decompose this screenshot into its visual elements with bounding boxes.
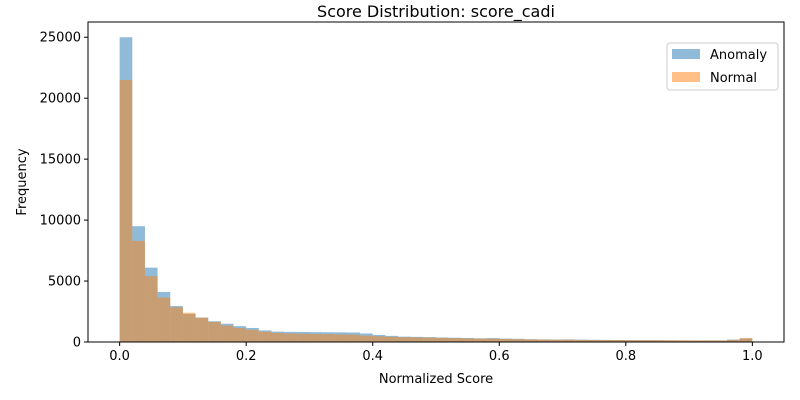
plot-frame: [87, 21, 785, 343]
bar-normal-42: [651, 340, 664, 342]
bar-normal-46: [701, 340, 715, 342]
bar-normal-45: [689, 340, 702, 342]
y-tick-label: 5000: [48, 275, 81, 290]
bar-normal-24: [423, 337, 436, 342]
bar-normal-36: [575, 339, 588, 342]
y-tick-label: 15000: [40, 153, 81, 168]
bar-normal-8: [220, 325, 234, 342]
bar-normal-22: [398, 337, 411, 342]
legend-swatch-anomaly: [672, 49, 700, 59]
x-axis-label: Normalized Score: [379, 372, 493, 387]
histogram-bars: [119, 37, 753, 343]
x-tick-label: 1.0: [742, 349, 763, 364]
bar-normal-13: [284, 333, 297, 342]
legend: Anomaly Normal: [666, 42, 779, 91]
bar-normal-10: [246, 329, 259, 342]
bar-normal-18: [347, 334, 361, 342]
x-tick-label: 0.0: [109, 349, 130, 364]
y-tick-label: 0: [73, 336, 81, 351]
legend-swatch-normal: [672, 72, 700, 82]
bar-normal-9: [233, 327, 247, 342]
bar-normal-41: [638, 340, 652, 342]
bar-normal-21: [385, 336, 399, 342]
x-tick-label: 0.2: [236, 349, 257, 364]
bar-normal-27: [461, 338, 474, 342]
bar-normal-38: [600, 340, 614, 342]
y-tick-label: 10000: [40, 214, 81, 229]
bar-normal-26: [448, 338, 462, 342]
bar-normal-23: [410, 337, 424, 342]
bar-normal-17: [334, 334, 348, 342]
bar-normal-5: [182, 312, 196, 342]
bar-normal-30: [499, 338, 512, 342]
bar-normal-20: [372, 336, 386, 342]
bar-normal-34: [549, 339, 563, 342]
bar-normal-25: [436, 337, 449, 342]
bar-normal-47: [714, 340, 728, 342]
bar-normal-11: [258, 331, 272, 342]
legend-label-normal: Normal: [710, 71, 757, 86]
bar-normal-4: [170, 307, 183, 342]
bar-normal-37: [587, 339, 601, 342]
bar-normal-49: [739, 338, 753, 342]
legend-label-anomaly: Anomaly: [710, 48, 767, 63]
bar-normal-2: [144, 276, 158, 342]
bar-normal-16: [322, 334, 335, 342]
bar-normal-0: [119, 79, 133, 343]
bar-normal-48: [727, 339, 740, 342]
bar-normal-32: [524, 339, 538, 342]
bar-normal-3: [157, 297, 171, 342]
y-axis-label: Frequency: [15, 148, 30, 215]
bar-normal-12: [271, 332, 285, 342]
y-axis: 0 5000 10000 15000 20000 25000: [40, 31, 88, 351]
x-tick-label: 0.4: [362, 349, 383, 364]
bar-normal-35: [562, 339, 576, 342]
bar-normal-33: [537, 339, 550, 342]
bar-normal-31: [511, 339, 525, 342]
y-tick-label: 20000: [40, 92, 81, 107]
bar-normal-7: [208, 321, 221, 342]
bar-normal-19: [360, 335, 373, 342]
chart-title: Score Distribution: score_cadi: [317, 2, 555, 22]
bar-normal-39: [613, 340, 626, 342]
bar-normal-43: [663, 340, 677, 342]
bar-normal-1: [132, 240, 145, 342]
x-tick-label: 0.6: [489, 349, 510, 364]
bar-normal-6: [195, 317, 209, 342]
bar-normal-40: [625, 340, 639, 342]
bar-normal-15: [309, 333, 323, 342]
y-tick-label: 25000: [40, 31, 81, 46]
bar-normal-29: [486, 338, 500, 342]
bar-normal-28: [473, 338, 487, 342]
bar-normal-14: [296, 333, 310, 342]
bar-normal-44: [676, 340, 690, 342]
x-tick-label: 0.8: [615, 349, 636, 364]
x-axis: 0.0 0.2 0.4 0.6 0.8 1.0: [109, 342, 763, 364]
